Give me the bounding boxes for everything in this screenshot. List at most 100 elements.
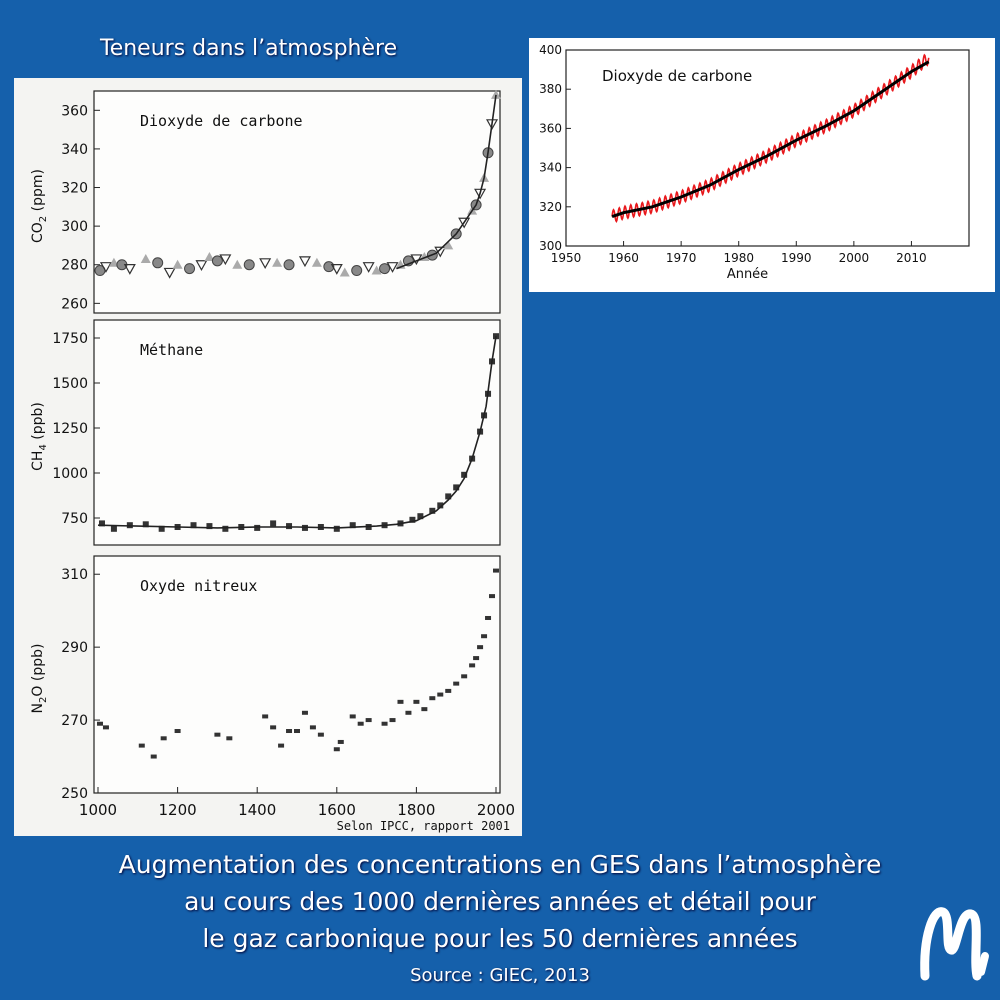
n2o-chart-title: Oxyde nitreux	[140, 577, 257, 595]
co2-data-point	[195, 260, 208, 271]
n2o-xtick-label: 1400	[238, 801, 276, 819]
recent-xtick-label: 1980	[723, 251, 754, 265]
caption-line-2: au cours des 1000 dernières années et dé…	[184, 887, 816, 916]
n2o-ytick-label: 290	[61, 640, 88, 656]
n2o-data-point	[357, 721, 364, 726]
caption: Augmentation des concentrations en GES d…	[0, 846, 1000, 957]
co2-data-point	[123, 264, 136, 275]
co2-plot-frame	[93, 90, 501, 314]
n2o-data-point	[309, 725, 316, 730]
n2o-data-point	[469, 663, 476, 668]
n2o-data-point	[461, 674, 468, 679]
co2-data-point	[443, 240, 454, 250]
co2-data-point	[458, 217, 471, 229]
co2-data-point	[243, 259, 255, 271]
recent-ytick-label: 400	[539, 43, 562, 57]
recent-ytick-label: 320	[539, 200, 562, 214]
n2o-data-point	[445, 688, 452, 693]
co2-chart-title: Dioxyde de carbone	[140, 112, 303, 130]
ch4-data-point	[349, 522, 356, 529]
co2-data-point	[232, 259, 243, 269]
recent-series-annual-line	[611, 60, 930, 219]
ch4-data-point	[453, 484, 460, 491]
ch4-data-point	[417, 513, 424, 520]
ch4-data-point	[270, 520, 277, 527]
ch4-data-point	[142, 521, 149, 528]
ch4-ylabel: CH4 (ppb)	[30, 402, 49, 471]
co2-chart: Dioxyde de carbone 260 280 300 320 340 360 CO2 …	[30, 89, 501, 314]
n2o-data-point	[493, 568, 499, 573]
historical-charts-panel: Dioxyde de carbone 260 280 300 320 340 360 CO2 …	[14, 78, 522, 836]
co2-data-point	[339, 267, 350, 277]
n2o-data-point	[421, 707, 428, 712]
n2o-ytick-label: 250	[61, 786, 88, 802]
co2-ytick-label: 360	[61, 103, 88, 119]
co2-data-point	[211, 255, 223, 267]
n2o-data-point	[429, 696, 436, 701]
n2o-data-point	[270, 725, 277, 730]
recent-plot-frame	[565, 49, 970, 247]
ch4-data-point	[409, 516, 416, 523]
ch4-data-point	[98, 520, 105, 527]
n2o-data-point	[337, 739, 344, 744]
co2-data-point	[362, 262, 375, 273]
n2o-data-point	[96, 721, 103, 726]
co2-data-point	[351, 265, 363, 277]
n2o-data-point	[174, 729, 181, 734]
top-title: Teneurs dans l’atmosphère	[100, 36, 398, 61]
co2-trend-line	[396, 94, 497, 270]
ch4-trend-line	[97, 336, 497, 529]
ch4-ytick-label: 1250	[52, 421, 88, 437]
co2-data-point	[311, 257, 322, 267]
n2o-data-point	[489, 594, 496, 599]
n2o-xtick-label: 1200	[159, 801, 197, 819]
n2o-xtick-label: 1600	[318, 801, 356, 819]
n2o-data-point	[453, 681, 460, 686]
n2o-ylabel: N2O (ppb)	[30, 644, 49, 714]
co2-data-point	[219, 254, 232, 266]
recent-ytick-label: 300	[539, 239, 562, 253]
n2o-ytick-label: 270	[61, 713, 88, 729]
n2o-chart: Oxyde nitreux 250 270 290 310 N2O (ppb) 1000 12…	[30, 555, 515, 819]
co2-data-point	[298, 256, 311, 268]
co2-data-point	[371, 265, 382, 275]
n2o-data-point	[437, 692, 444, 697]
ch4-data-point	[110, 525, 117, 532]
recent-co2-chart-svg: 300 320 340 360 380 400 1950 1960 1970 1980 1990 20…	[539, 43, 970, 282]
co2-ytick-label: 280	[61, 258, 88, 274]
n2o-data-point	[102, 725, 109, 730]
co2-data-point	[184, 263, 196, 275]
recent-xtick-label: 2000	[839, 251, 870, 265]
co2-data-point	[99, 262, 112, 273]
n2o-data-point	[294, 729, 300, 734]
co2-ytick-label: 300	[61, 219, 88, 235]
n2o-data-point	[214, 732, 221, 737]
ch4-data-point	[437, 502, 444, 509]
co2-data-point	[379, 263, 391, 275]
recent-xlabel: Année	[727, 267, 768, 282]
co2-data-point	[491, 89, 501, 99]
n2o-data-point	[301, 710, 308, 715]
n2o-xtick-label: 1800	[397, 801, 435, 819]
brand-logo-icon	[920, 907, 989, 981]
co2-ytick-label: 340	[61, 142, 88, 158]
caption-line-3: le gaz carbonique pour les 50 dernières …	[202, 924, 798, 953]
n2o-data-point	[481, 634, 488, 639]
co2-data-point	[140, 253, 151, 263]
co2-data-point	[272, 257, 283, 267]
n2o-data-point	[138, 743, 145, 748]
co2-data-point	[386, 262, 399, 273]
ch4-data-point	[445, 493, 452, 500]
recent-xtick-label: 1950	[551, 251, 582, 265]
n2o-data-point	[389, 718, 396, 723]
ch4-data-point	[222, 525, 229, 532]
n2o-data-point	[317, 732, 324, 737]
recent-ytick-label: 340	[539, 161, 562, 175]
n2o-ytick-label: 310	[61, 567, 88, 583]
recent-xtick-label: 1990	[781, 251, 812, 265]
n2o-data-point	[473, 656, 480, 661]
co2-data-point	[474, 188, 487, 200]
ch4-data-point	[286, 523, 293, 530]
ch4-chart: Méthane 750 1000 1250 1500 1750 CH4 (ppb)	[30, 319, 501, 546]
n2o-data-point	[349, 714, 356, 719]
